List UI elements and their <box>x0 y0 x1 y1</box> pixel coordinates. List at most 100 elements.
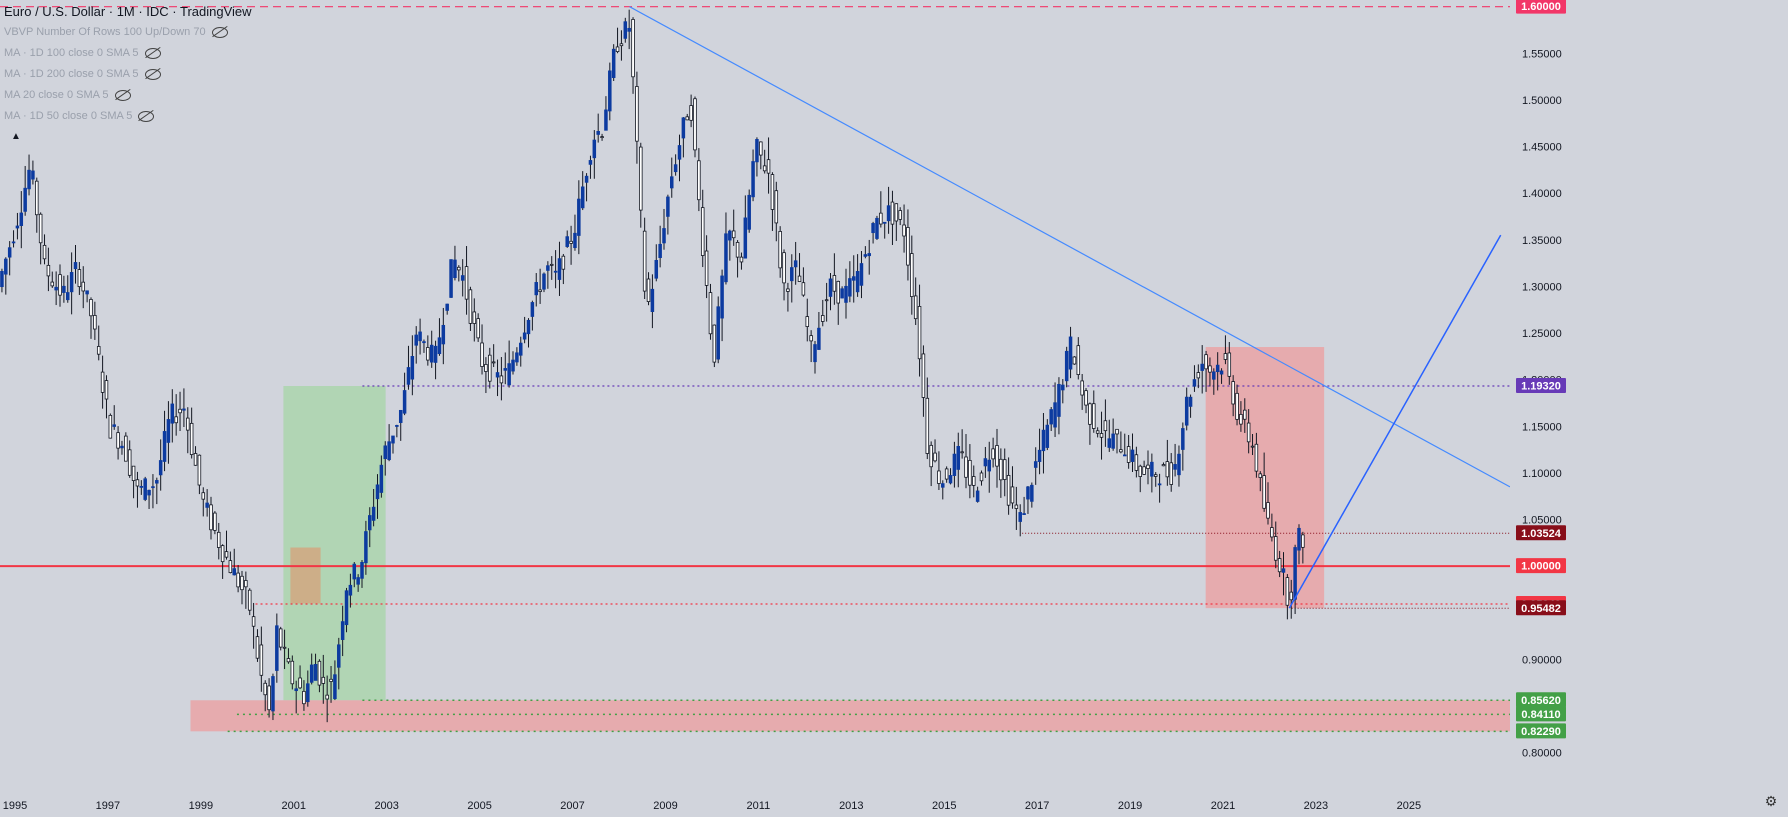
eye-off-icon[interactable] <box>138 110 155 122</box>
candle-body <box>577 198 581 236</box>
candle-body <box>1262 475 1266 509</box>
candle-body <box>1033 461 1038 468</box>
price-label-box <box>1516 378 1566 394</box>
candle-body <box>921 353 926 398</box>
long-position-zone[interactable] <box>283 386 386 701</box>
candle-body <box>1030 484 1034 502</box>
eye-off-icon[interactable] <box>114 89 131 101</box>
candle-body <box>968 459 972 486</box>
candle-body <box>786 288 790 292</box>
candle-body <box>50 281 55 287</box>
indicator-vbvp[interactable]: VBVP Number Of Rows 100 Up/Down 70 <box>4 26 228 38</box>
candle-body <box>472 311 477 324</box>
indicator-ma-20[interactable]: MA 20 close 0 SMA 5 <box>4 89 131 101</box>
candle-body <box>325 694 329 700</box>
candle-body <box>906 227 910 266</box>
candle-body <box>1192 379 1197 387</box>
candle-body <box>964 456 968 478</box>
candle-body <box>155 480 159 484</box>
candle-body <box>441 324 446 345</box>
price-tick-label: 1.05000 <box>1522 515 1562 527</box>
candle-body <box>677 145 682 160</box>
candle-body <box>611 48 616 78</box>
candle-body <box>972 476 976 486</box>
time-tick-label: 2019 <box>1118 800 1142 812</box>
indicator-ma-100[interactable]: MA · 1D 100 close 0 SMA 5 <box>4 47 161 59</box>
candle-body <box>1173 464 1177 470</box>
candle-body <box>1119 449 1123 453</box>
price-axis[interactable] <box>1510 0 1788 817</box>
candle-body <box>894 203 899 222</box>
candle-body <box>89 299 93 317</box>
candle-body <box>759 141 763 156</box>
candle-body <box>809 335 813 342</box>
price-label: 1.03524 <box>1521 528 1562 540</box>
candle-body <box>131 465 136 482</box>
indicator-label: MA 20 close 0 SMA 5 <box>4 89 109 101</box>
candle-body <box>1204 354 1208 370</box>
time-tick-label: 2011 <box>747 800 771 812</box>
time-axis[interactable] <box>0 770 1788 817</box>
consolidation-box[interactable] <box>290 547 321 604</box>
candle-body <box>604 109 608 131</box>
candle-body <box>96 346 101 355</box>
candle-body <box>983 458 988 467</box>
candle-body <box>553 270 558 273</box>
support-zone[interactable] <box>190 700 1510 732</box>
candle-body <box>642 230 647 292</box>
candle-body <box>275 625 279 671</box>
eye-off-icon[interactable] <box>144 47 161 59</box>
eye-off-icon[interactable] <box>144 68 161 80</box>
candle-body <box>69 272 74 293</box>
indicator-ma-50[interactable]: MA · 1D 50 close 0 SMA 5 <box>4 110 155 122</box>
price-tick-label: 0.80000 <box>1522 748 1562 760</box>
candle-body <box>426 347 430 361</box>
candle-body <box>306 683 310 703</box>
candle-body <box>1297 527 1301 551</box>
candle-body <box>519 342 523 356</box>
candle-body <box>321 676 326 684</box>
candle-body <box>1064 350 1069 382</box>
descending-trendline[interactable] <box>629 6 1511 488</box>
projection-line[interactable] <box>1288 234 1502 609</box>
candle-body <box>453 259 457 279</box>
eye-off-icon[interactable] <box>211 26 228 38</box>
candle-body <box>1084 390 1088 406</box>
price-label-box <box>1516 558 1566 574</box>
candle-body <box>1053 402 1057 428</box>
candle-body <box>495 372 500 378</box>
candle-body <box>491 361 496 364</box>
candle-body <box>941 483 945 488</box>
candle-body <box>1142 466 1146 475</box>
candle-body <box>244 580 248 588</box>
candle-body <box>1285 577 1290 606</box>
candle-body <box>182 408 186 411</box>
candle-body <box>217 531 221 548</box>
candle-body <box>627 27 631 32</box>
candle-body <box>1157 483 1162 486</box>
candle-body <box>449 259 453 298</box>
candle-body <box>1181 428 1185 450</box>
price-tick-label: 0.90000 <box>1522 654 1562 666</box>
candle-body <box>1150 461 1154 477</box>
candle-body <box>1270 527 1274 538</box>
candle-body <box>356 577 360 585</box>
candle-body <box>952 453 957 476</box>
candle-body <box>1246 422 1251 443</box>
candle-body <box>317 660 322 686</box>
gear-icon[interactable]: ⚙ <box>1764 793 1778 809</box>
candle-body <box>902 224 906 237</box>
candle-body <box>1258 473 1263 478</box>
candle-body <box>778 231 782 269</box>
time-tick-label: 2015 <box>932 800 956 812</box>
time-tick-label: 2013 <box>839 800 863 812</box>
indicator-ma-200[interactable]: MA · 1D 200 close 0 SMA 5 <box>4 68 161 80</box>
price-label: 0.95482 <box>1521 603 1561 615</box>
candle-body <box>801 282 806 296</box>
candle-body <box>147 489 151 496</box>
candle-body <box>437 337 442 355</box>
candle-body <box>302 690 306 705</box>
chevron-up-icon[interactable]: ▲ <box>11 131 21 142</box>
